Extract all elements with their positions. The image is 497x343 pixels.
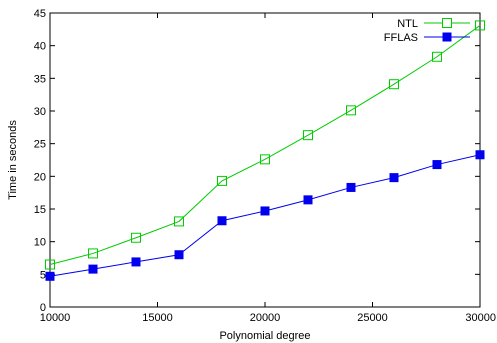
y-tick-label: 10 <box>34 237 46 249</box>
data-point-ntl <box>475 20 485 31</box>
data-point-ntl <box>45 259 55 270</box>
data-point-ntl <box>346 105 356 116</box>
data-point-ntl <box>88 248 98 259</box>
y-axis: 0 5 10 15 20 25 30 35 40 45 <box>34 8 480 314</box>
y-tick-label: 25 <box>34 139 46 151</box>
y-tick-label: 0 <box>40 302 46 314</box>
data-point-fflas <box>88 264 98 274</box>
data-point-ntl <box>303 130 313 141</box>
data-point-ntl <box>217 175 227 186</box>
x-tick-label: 10000 <box>40 312 71 324</box>
x-tick-label: 25000 <box>357 312 388 324</box>
legend-label-ntl: NTL <box>397 18 418 30</box>
data-point-ntl <box>432 51 442 62</box>
data-point-fflas <box>389 173 399 183</box>
y-tick-label: 20 <box>34 171 46 183</box>
data-point-fflas <box>260 206 270 216</box>
x-tick-label: 20000 <box>250 312 281 324</box>
x-tick-label: 15000 <box>142 312 173 324</box>
data-point-fflas <box>346 182 356 192</box>
data-point-ntl <box>389 79 399 90</box>
data-point-fflas <box>174 250 184 260</box>
series-line-ntl <box>49 25 481 266</box>
data-point-fflas <box>432 160 442 170</box>
data-point-ntl <box>174 216 184 227</box>
x-axis-label: Polynomial degree <box>219 330 310 342</box>
legend: NTL FFLAS <box>384 18 470 44</box>
plot-frame <box>49 12 481 308</box>
y-tick-label: 30 <box>34 106 46 118</box>
series-layer <box>45 20 485 281</box>
legend-marker-ntl <box>442 18 452 28</box>
y-tick-label: 45 <box>34 8 46 20</box>
data-point-fflas <box>131 257 141 267</box>
y-tick-label: 35 <box>34 73 46 85</box>
y-tick-label: 5 <box>40 269 46 281</box>
y-axis-label: Time in seconds <box>7 120 19 200</box>
x-tick-label: 30000 <box>465 312 496 324</box>
y-tick-label: 15 <box>34 204 46 216</box>
y-tick-label: 40 <box>34 41 46 53</box>
x-axis: 10000 15000 20000 25000 30000 <box>40 13 496 324</box>
data-point-fflas <box>45 271 55 281</box>
legend-label-fflas: FFLAS <box>384 32 418 44</box>
data-point-ntl <box>131 232 141 243</box>
legend-marker-fflas <box>442 32 452 42</box>
data-point-fflas <box>303 195 313 205</box>
data-point-fflas <box>217 216 227 226</box>
series-line-fflas <box>49 154 481 277</box>
data-point-fflas <box>475 150 485 160</box>
data-point-ntl <box>260 154 270 165</box>
